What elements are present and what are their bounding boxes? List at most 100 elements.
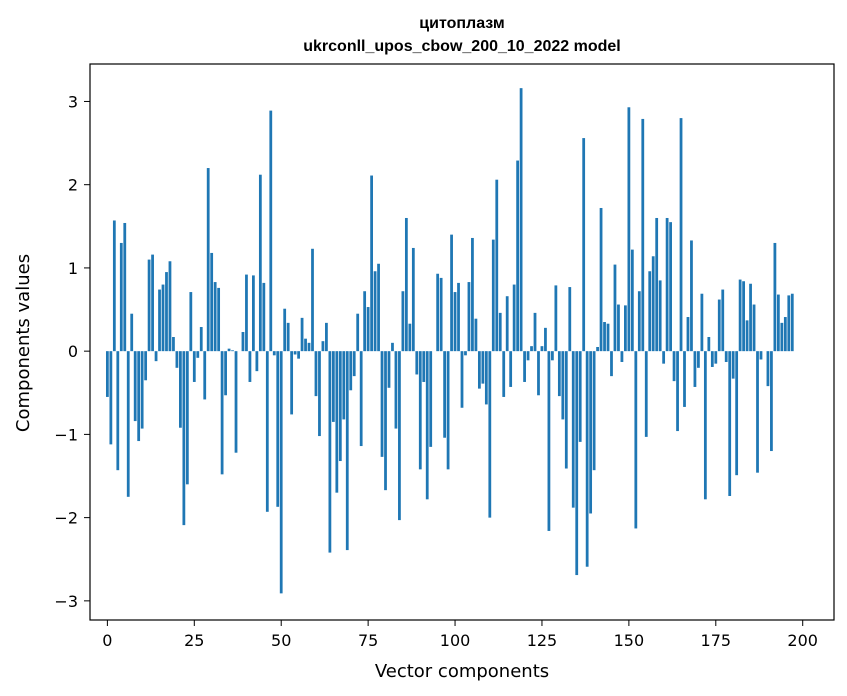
x-tick-label: 100 (440, 631, 471, 650)
bar (311, 248, 314, 352)
bar (363, 291, 367, 352)
bar (366, 307, 370, 352)
bar (780, 322, 784, 352)
bar (735, 351, 739, 476)
y-tick-label: −2 (54, 509, 78, 528)
bar (776, 294, 780, 352)
bar (571, 351, 575, 508)
bar (450, 234, 453, 352)
bar (338, 351, 342, 462)
bar (603, 322, 606, 352)
bar (245, 274, 248, 352)
bar (408, 323, 412, 352)
bar (283, 308, 287, 352)
x-tick-label: 200 (787, 631, 818, 650)
bar (429, 351, 433, 447)
bar (669, 222, 672, 352)
bar (655, 217, 659, 352)
bar (620, 351, 624, 362)
bar (109, 351, 113, 445)
bar (651, 256, 655, 352)
bar (690, 240, 693, 352)
bar (182, 351, 186, 526)
chart-subtitle: ukrconll_upos_cbow_200_10_2022 model (303, 38, 620, 55)
bar (662, 351, 666, 364)
bar (137, 351, 141, 442)
bar (286, 322, 290, 352)
bar (217, 287, 221, 352)
bar (676, 351, 679, 432)
bar (537, 351, 540, 396)
bar (220, 351, 224, 475)
bar (457, 282, 460, 352)
bar (679, 118, 683, 352)
bar (418, 351, 422, 470)
x-tick-label: 75 (358, 631, 378, 650)
bar (394, 351, 398, 429)
bar (477, 351, 481, 389)
bar (147, 259, 151, 352)
bar (498, 312, 502, 352)
bar (644, 351, 648, 437)
bar (464, 351, 467, 356)
bar (272, 351, 276, 356)
bar (130, 313, 134, 352)
bar (241, 332, 245, 352)
bar (519, 88, 523, 352)
bar (154, 351, 158, 362)
bar (471, 237, 474, 352)
bar (206, 168, 210, 352)
bar (210, 252, 214, 352)
bar (721, 289, 725, 352)
bars-group (105, 88, 794, 594)
bar (168, 261, 172, 352)
bar (564, 351, 568, 469)
bar (196, 351, 200, 358)
y-axis-label: Components values (13, 254, 34, 432)
bar (630, 249, 634, 352)
bar (710, 351, 714, 367)
bar (404, 217, 408, 352)
bar (589, 351, 593, 514)
bar (610, 351, 613, 377)
bar (481, 351, 485, 384)
bar (787, 295, 791, 352)
bar (766, 351, 770, 387)
bar (683, 351, 686, 407)
bar (491, 239, 495, 352)
bar (248, 351, 252, 382)
bar (314, 351, 318, 397)
x-tick-label: 0 (102, 631, 112, 650)
bar (568, 287, 572, 352)
bar (672, 351, 676, 382)
bar (578, 351, 582, 442)
bar (297, 351, 300, 359)
bar (509, 351, 513, 387)
bar (759, 351, 763, 360)
bar (439, 277, 443, 352)
bar (262, 282, 266, 352)
bar (133, 351, 137, 422)
bar (585, 351, 589, 567)
bar (370, 175, 373, 352)
bar (575, 351, 579, 576)
bar (512, 284, 516, 352)
bar (126, 351, 130, 497)
bar (686, 317, 690, 352)
bar (738, 279, 742, 352)
bar (700, 293, 704, 352)
bar (582, 138, 586, 352)
bar (551, 351, 554, 361)
bar (161, 284, 165, 352)
bar (547, 351, 551, 531)
bar (349, 351, 353, 391)
bar (300, 317, 304, 352)
bar (258, 174, 262, 352)
bar (185, 351, 189, 485)
bar (345, 351, 349, 551)
bar (742, 281, 745, 352)
bar (425, 351, 429, 500)
x-tick-label: 125 (527, 631, 558, 650)
x-tick-label: 50 (271, 631, 291, 650)
